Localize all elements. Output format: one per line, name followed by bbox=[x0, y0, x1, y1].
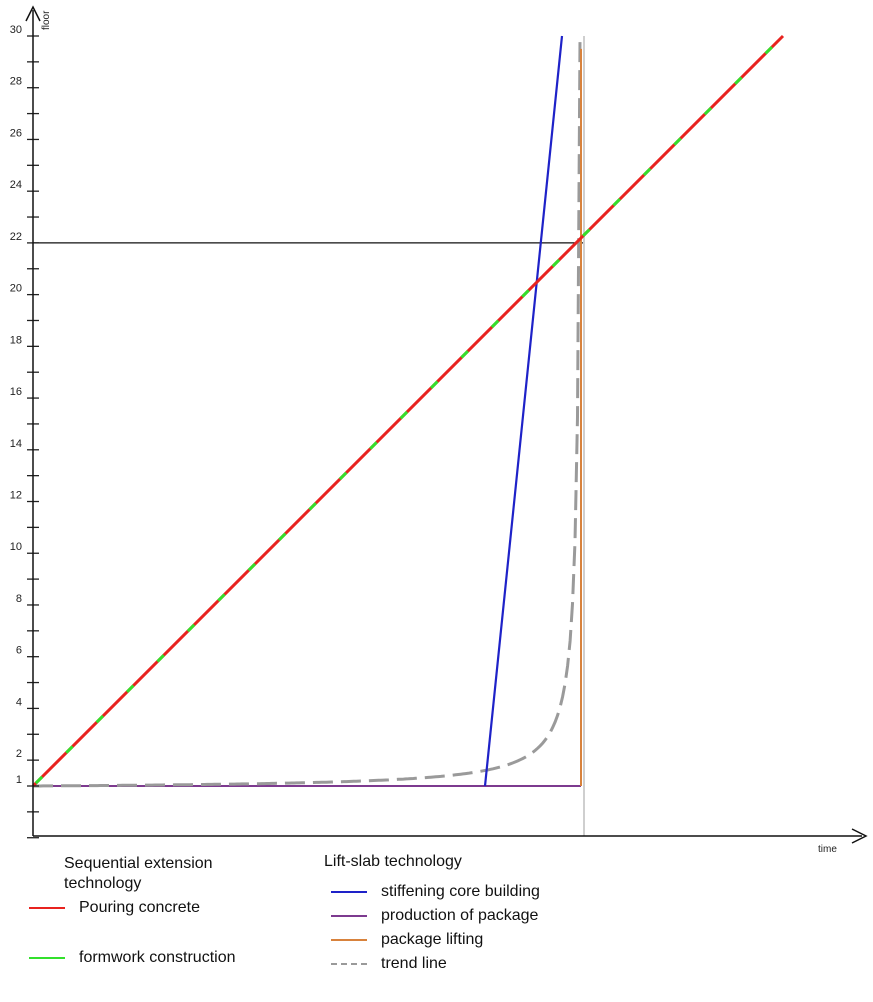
y-tick-label: 4 bbox=[16, 696, 22, 708]
y-tick-label: 22 bbox=[10, 231, 22, 243]
legend-label-package-lifting: package lifting bbox=[381, 931, 484, 948]
legend-swatch-trend-line bbox=[331, 963, 367, 965]
legend-item-package-lifting: package lifting bbox=[331, 928, 624, 952]
series-stiffening-core-building bbox=[483, 35, 564, 787]
series-pouring-concrete bbox=[31, 34, 785, 788]
legend-item-stiffening-core: stiffening core building bbox=[331, 880, 624, 904]
series-trend-line bbox=[33, 39, 582, 788]
y-tick-label: 26 bbox=[10, 127, 22, 139]
y-tick-label: 6 bbox=[16, 645, 22, 657]
y-tick-label: 20 bbox=[10, 283, 22, 295]
legend-item-trend-line: trend line bbox=[331, 952, 624, 976]
legend-label-formwork: formwork construction bbox=[79, 949, 236, 966]
y-tick-label: 12 bbox=[10, 490, 22, 502]
y-tick-label: 30 bbox=[10, 24, 22, 36]
y-tick-label: 28 bbox=[10, 76, 22, 88]
y-tick-label: 10 bbox=[10, 541, 22, 553]
y-tick-label: 18 bbox=[10, 334, 22, 346]
legend-swatch-package-lifting bbox=[331, 939, 367, 941]
legend-label-production-package: production of package bbox=[381, 907, 539, 924]
legend-sequential: Sequential extension technology Pouring … bbox=[29, 854, 284, 970]
y-tick-label: 2 bbox=[16, 748, 22, 760]
legend-item-formwork: formwork construction bbox=[29, 946, 284, 970]
y-tick-label: 24 bbox=[10, 179, 22, 191]
legend-heading-lift-slab: Lift-slab technology bbox=[324, 853, 462, 870]
legend-item-production-package: production of package bbox=[331, 904, 624, 928]
legend-label-trend-line: trend line bbox=[381, 955, 447, 972]
y-tick-label: 14 bbox=[10, 438, 22, 450]
legend-heading-sequential: Sequential extension technology bbox=[64, 855, 213, 892]
legend-swatch-stiffening-core bbox=[331, 891, 367, 893]
legend-lift-slab: Lift-slab technology stiffening core bui… bbox=[324, 852, 624, 976]
x-axis-title: time bbox=[818, 844, 837, 855]
legend-swatch-formwork bbox=[29, 957, 65, 959]
series-formwork-construction bbox=[31, 34, 785, 788]
legend-swatch-pouring-concrete bbox=[29, 907, 65, 909]
chart-marks bbox=[31, 34, 785, 836]
legend-item-pouring-concrete: Pouring concrete bbox=[29, 896, 284, 920]
y-tick-label: 8 bbox=[16, 593, 22, 605]
y-tick-label: 16 bbox=[10, 386, 22, 398]
y-axis-arrow bbox=[25, 5, 41, 22]
legend-label-stiffening-core: stiffening core building bbox=[381, 883, 540, 900]
y-tick-label: 1 bbox=[16, 774, 22, 786]
legend-swatch-production-package bbox=[331, 915, 367, 917]
x-axis-arrow bbox=[851, 828, 868, 844]
y-axis-title: floor bbox=[41, 10, 52, 30]
legend-label-pouring-concrete: Pouring concrete bbox=[79, 899, 200, 916]
